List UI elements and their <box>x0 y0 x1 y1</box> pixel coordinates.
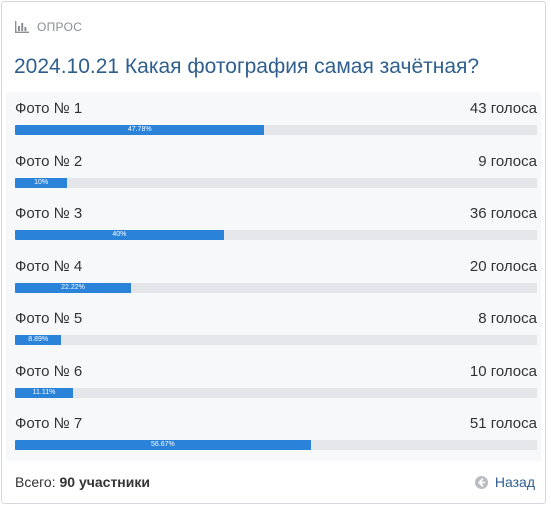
progress-track: 8.89% <box>15 335 537 345</box>
percent-label: 11.11% <box>32 388 56 396</box>
arrow-left-circle-icon <box>474 475 488 489</box>
percent-label: 8.89% <box>28 336 49 343</box>
total-value: 90 участники <box>59 474 150 490</box>
progress-track: 40% <box>15 230 537 240</box>
progress-track: 10% <box>15 177 537 188</box>
option-label: Фото № 5 <box>15 310 83 327</box>
progress-bar: 47.78% <box>15 125 265 135</box>
poll-option: Фото № 2 9 голоса 10% <box>6 145 541 197</box>
poll-card: ОПРОС 2024.10.21 Какая фотография самая … <box>1 1 546 504</box>
progress-bar: 11.11% <box>15 387 73 398</box>
progress-track: 47.78% <box>15 125 537 135</box>
total-prefix: Всего: <box>15 474 56 490</box>
progress-bar: 56.67% <box>15 440 311 450</box>
progress-track: 56.67% <box>15 440 537 450</box>
back-button[interactable]: Назад <box>474 474 535 490</box>
option-votes: 36 голоса <box>469 205 537 222</box>
option-votes: 51 голоса <box>469 415 537 432</box>
poll-label: ОПРОС <box>37 20 83 34</box>
option-label: Фото № 4 <box>15 257 83 275</box>
poll-option: Фото № 6 10 голоса 11.11% <box>6 355 541 407</box>
progress-track: 22.22% <box>15 282 537 293</box>
percent-label: 47.78% <box>127 126 152 133</box>
option-votes: 10 голоса <box>469 362 537 380</box>
percent-label: 56.67% <box>151 441 175 448</box>
progress-track: 11.11% <box>15 387 537 398</box>
total-participants: Всего: 90 участники <box>15 474 150 490</box>
poll-option: Фото № 4 20 голоса 22.22% <box>6 250 541 302</box>
option-votes: 9 голоса <box>478 152 537 170</box>
poll-option: Фото № 5 8 голоса 8.89% <box>6 302 541 354</box>
back-label: Назад <box>494 474 535 490</box>
poll-header: ОПРОС <box>15 20 82 34</box>
option-label: Фото № 6 <box>15 362 83 380</box>
option-votes: 20 голоса <box>469 257 537 275</box>
option-votes: 43 голоса <box>469 100 537 117</box>
option-label: Фото № 2 <box>15 152 83 170</box>
progress-bar: 22.22% <box>15 282 131 293</box>
progress-bar: 10% <box>15 177 68 188</box>
progress-bar: 40% <box>15 230 224 240</box>
option-label: Фото № 3 <box>15 205 83 222</box>
poll-options: Фото № 1 43 голоса 47.78% Фото № 2 9 гол… <box>6 92 541 461</box>
poll-option: Фото № 7 51 голоса 56.67% <box>6 407 541 459</box>
bar-chart-icon <box>15 21 29 33</box>
percent-label: 22.22% <box>61 283 85 291</box>
option-label: Фото № 1 <box>15 100 83 117</box>
progress-bar: 8.89% <box>15 335 62 345</box>
poll-option: Фото № 1 43 голоса 47.78% <box>6 92 541 144</box>
percent-label: 40% <box>112 231 127 238</box>
option-label: Фото № 7 <box>15 415 83 432</box>
option-votes: 8 голоса <box>478 310 537 327</box>
percent-label: 10% <box>34 178 49 186</box>
poll-option: Фото № 3 36 голоса 40% <box>6 197 541 249</box>
poll-title: 2024.10.21 Какая фотография самая зачётн… <box>14 55 480 78</box>
